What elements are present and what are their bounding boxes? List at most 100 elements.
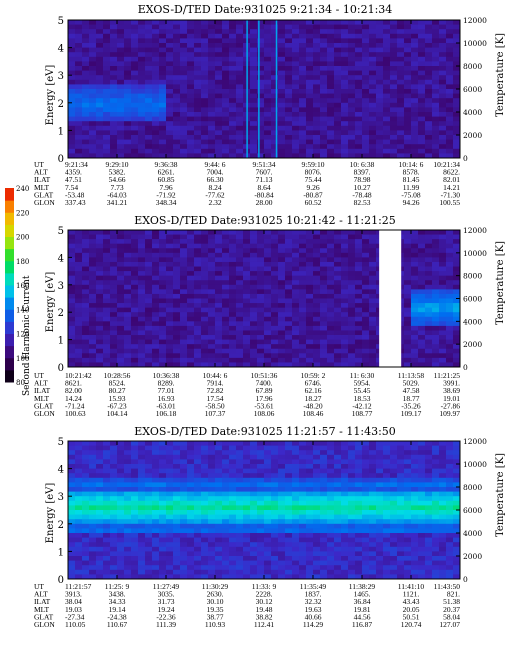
heatmap-cell <box>348 293 356 299</box>
heatmap-cell <box>362 441 370 446</box>
ephemeris-row-label: MLT <box>34 183 50 192</box>
ephemeris-cell: 7004. <box>207 168 224 177</box>
heatmap-cell <box>348 52 356 58</box>
heatmap-cell <box>292 344 300 350</box>
heatmap-cell <box>89 357 97 363</box>
heatmap-cell <box>418 357 426 363</box>
heatmap-cell <box>341 144 349 150</box>
heatmap-cell <box>131 89 139 94</box>
heatmap-cell <box>215 362 223 368</box>
heatmap-cell <box>439 93 447 99</box>
heatmap-cell <box>453 148 461 154</box>
heatmap-cell <box>208 271 216 277</box>
heatmap-cell <box>173 239 181 245</box>
heatmap-cell <box>453 243 461 249</box>
ephemeris-cell: 14.24 <box>65 394 82 403</box>
heatmap-cell <box>334 574 342 580</box>
heatmap-cell <box>187 47 195 53</box>
heatmap-cell <box>334 70 342 76</box>
ephemeris-cell: 6261. <box>158 168 175 177</box>
heatmap-cell <box>334 275 342 281</box>
heatmap-cell <box>348 353 356 359</box>
heatmap-cell <box>292 316 300 322</box>
heatmap-cell <box>194 234 202 240</box>
heatmap-cell <box>110 148 118 154</box>
heatmap-cell <box>383 38 391 44</box>
heatmap-cell <box>383 546 391 552</box>
heatmap-cell <box>425 316 433 322</box>
heatmap-cell <box>327 70 335 76</box>
heatmap-cell <box>355 112 363 117</box>
heatmap-cell <box>159 234 167 240</box>
heatmap-cell <box>201 551 209 557</box>
heatmap-cell <box>341 357 349 363</box>
heatmap-cell <box>236 125 244 131</box>
heatmap-cell <box>299 454 307 460</box>
heatmap-cell <box>96 441 104 446</box>
heatmap-cell <box>117 298 125 304</box>
heatmap-cell <box>334 321 342 327</box>
heatmap-cell <box>341 560 349 566</box>
temperature-tick-label: 8000 <box>463 62 482 71</box>
heatmap-cell <box>82 487 90 492</box>
heatmap-cell <box>89 112 97 117</box>
heatmap-cell <box>418 252 426 258</box>
heatmap-cell <box>313 496 321 502</box>
heatmap-cell <box>425 24 433 30</box>
heatmap-cell <box>152 112 160 117</box>
heatmap-cell <box>278 280 286 286</box>
heatmap-cell <box>208 248 216 254</box>
heatmap-cell <box>89 20 97 25</box>
heatmap-cell <box>208 344 216 350</box>
heatmap-cell <box>250 52 258 58</box>
heatmap-cell <box>166 121 174 127</box>
heatmap-cell <box>369 125 377 131</box>
heatmap-cell <box>285 441 293 446</box>
heatmap-cell <box>173 565 181 571</box>
heatmap-cell <box>96 468 104 474</box>
heatmap-cell <box>166 441 174 446</box>
ephemeris-cell: 72.82 <box>207 386 224 395</box>
heatmap-cell <box>425 33 433 39</box>
heatmap-cell <box>453 125 461 131</box>
heatmap-cell <box>187 556 195 561</box>
heatmap-cell <box>89 339 97 345</box>
heatmap-cell <box>159 284 167 290</box>
heatmap-cell <box>96 38 104 44</box>
heatmap-cell <box>271 312 279 318</box>
heatmap-cell <box>229 303 237 309</box>
heatmap-cell <box>243 482 251 488</box>
heatmap-cell <box>208 321 216 327</box>
heatmap-cell <box>355 510 363 515</box>
heatmap-cell <box>306 519 314 525</box>
heatmap-cell <box>334 505 342 511</box>
heatmap-cell <box>250 84 258 90</box>
heatmap-cell <box>159 546 167 552</box>
heatmap-cell <box>145 574 153 580</box>
heatmap-cell <box>432 47 440 53</box>
heatmap-cell <box>313 335 321 340</box>
heatmap-cell <box>285 289 293 295</box>
heatmap-cell <box>306 491 314 497</box>
heatmap-cell <box>271 230 279 235</box>
heatmap-cell <box>201 523 209 529</box>
heatmap-cell <box>418 102 426 108</box>
heatmap-cell <box>173 70 181 76</box>
heatmap-cell <box>446 102 454 108</box>
heatmap-cell <box>187 339 195 345</box>
heatmap-cell <box>75 491 83 497</box>
heatmap-cell <box>124 102 132 108</box>
heatmap-cell <box>327 24 335 30</box>
ephemeris-row-label: UT <box>34 160 44 169</box>
heatmap-cell <box>236 47 244 53</box>
heatmap-cell <box>320 130 328 136</box>
ephemeris-cell: 7914. <box>207 379 224 388</box>
heatmap-cell <box>264 569 272 575</box>
heatmap-cell <box>110 325 118 331</box>
heatmap-cell <box>285 482 293 488</box>
heatmap-cell <box>369 500 377 506</box>
heatmap-cell <box>208 116 216 122</box>
heatmap-cell <box>446 335 454 340</box>
heatmap-cell <box>334 330 342 336</box>
heatmap-cell <box>166 47 174 53</box>
